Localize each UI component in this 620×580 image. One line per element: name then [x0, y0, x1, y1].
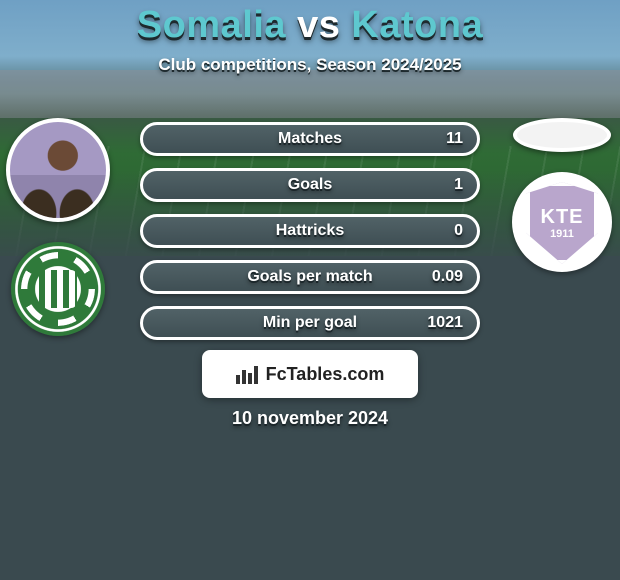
left-player-column [2, 118, 114, 336]
comparison-card: Somalia vs Katona Club competitions, Sea… [0, 0, 620, 580]
stat-label: Goals per match [247, 268, 372, 286]
stat-value: 1 [454, 176, 463, 194]
stat-label: Min per goal [263, 314, 357, 332]
page-title: Somalia vs Katona [0, 0, 620, 47]
brand-text: FcTables.com [266, 364, 385, 385]
stat-value: 0 [454, 222, 463, 240]
right-club-shield: KTE 1911 [526, 182, 598, 264]
date-text: 10 november 2024 [0, 408, 620, 429]
right-crest-text: KTE [541, 207, 584, 227]
title-player-left: Somalia [137, 4, 286, 46]
right-crest-year: 1911 [550, 229, 574, 240]
stat-label: Goals [288, 176, 332, 194]
stat-row-matches: Matches 11 [140, 122, 480, 156]
right-player-avatar [513, 118, 611, 152]
title-player-right: Katona [351, 4, 483, 46]
stat-row-goals: Goals 1 [140, 168, 480, 202]
left-player-avatar [6, 118, 110, 222]
stats-list: Matches 11 Goals 1 Hattricks 0 Goals per… [140, 122, 480, 340]
brand-link[interactable]: FcTables.com [202, 350, 418, 398]
right-club-crest: KTE 1911 [512, 172, 612, 272]
stat-row-min-per-goal: Min per goal 1021 [140, 306, 480, 340]
stat-value: 1021 [427, 314, 463, 332]
stat-label: Matches [278, 130, 342, 148]
title-vs: vs [297, 4, 340, 46]
stat-row-hattricks: Hattricks 0 [140, 214, 480, 248]
stat-value: 0.09 [432, 268, 463, 286]
bar-chart-icon [236, 364, 258, 384]
stat-value: 11 [446, 130, 463, 148]
stat-row-goals-per-match: Goals per match 0.09 [140, 260, 480, 294]
left-club-crest [11, 242, 105, 336]
subtitle: Club competitions, Season 2024/2025 [0, 55, 620, 75]
right-player-column: KTE 1911 [506, 118, 618, 272]
stat-label: Hattricks [276, 222, 344, 240]
